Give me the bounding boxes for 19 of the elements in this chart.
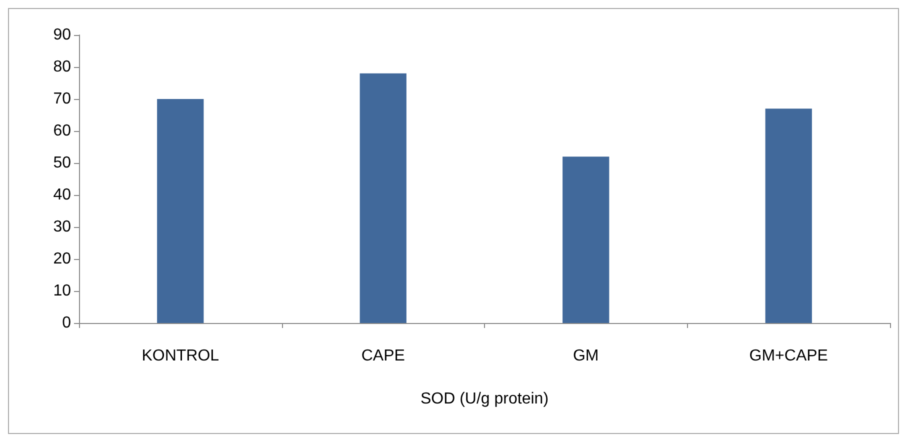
y-tick-label: 0 xyxy=(62,314,72,332)
bar xyxy=(157,99,204,323)
x-axis-title: SOD (U/g protein) xyxy=(420,390,549,408)
bar xyxy=(765,108,812,323)
bar xyxy=(562,156,610,323)
y-tick-label: 70 xyxy=(53,90,72,108)
x-tick-label: GM xyxy=(572,348,599,364)
x-tick-label: GM+CAPE xyxy=(749,348,828,364)
y-tick-label: 40 xyxy=(53,186,72,204)
y-tick-label: 50 xyxy=(53,154,72,172)
y-tick-label: 80 xyxy=(53,58,72,76)
y-tick-label: 10 xyxy=(53,282,72,300)
y-tick-label: 90 xyxy=(53,26,72,44)
x-tick-label: CAPE xyxy=(361,348,405,364)
y-tick-label: 30 xyxy=(53,218,72,236)
y-tick-label: 60 xyxy=(53,122,72,140)
x-tick-label: KONTROL xyxy=(142,348,220,364)
y-tick-label: 20 xyxy=(53,250,72,268)
bar xyxy=(360,73,406,323)
